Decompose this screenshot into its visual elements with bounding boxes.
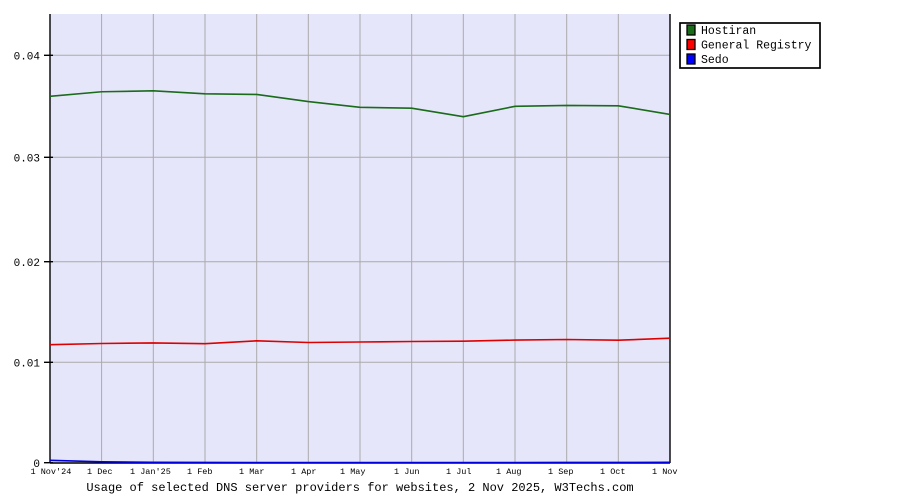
svg-text:1 Mar: 1 Mar — [239, 467, 265, 477]
svg-text:1 Nov'24: 1 Nov'24 — [31, 467, 72, 477]
svg-text:1 Sep: 1 Sep — [548, 467, 574, 477]
svg-text:1 Apr: 1 Apr — [291, 467, 317, 477]
svg-text:1 Dec: 1 Dec — [87, 467, 113, 477]
svg-text:General Registry: General Registry — [701, 40, 812, 53]
svg-text:1 May: 1 May — [340, 467, 366, 477]
svg-text:1 Jun: 1 Jun — [394, 467, 420, 477]
svg-text:1 Feb: 1 Feb — [187, 467, 213, 477]
svg-text:0.02: 0.02 — [14, 258, 40, 270]
svg-text:0.03: 0.03 — [14, 154, 40, 166]
svg-text:Usage of selected DNS server p: Usage of selected DNS server providers f… — [86, 481, 633, 495]
svg-text:Sedo: Sedo — [701, 54, 729, 67]
svg-text:1 Jan'25: 1 Jan'25 — [130, 467, 171, 477]
svg-text:1 Nov: 1 Nov — [652, 467, 678, 477]
svg-text:1 Jul: 1 Jul — [446, 467, 472, 477]
svg-text:1 Aug: 1 Aug — [496, 467, 522, 477]
svg-text:0.01: 0.01 — [14, 359, 41, 371]
svg-text:Hostiran: Hostiran — [701, 25, 756, 38]
svg-text:1 Oct: 1 Oct — [600, 467, 626, 477]
svg-text:0.04: 0.04 — [14, 52, 41, 64]
